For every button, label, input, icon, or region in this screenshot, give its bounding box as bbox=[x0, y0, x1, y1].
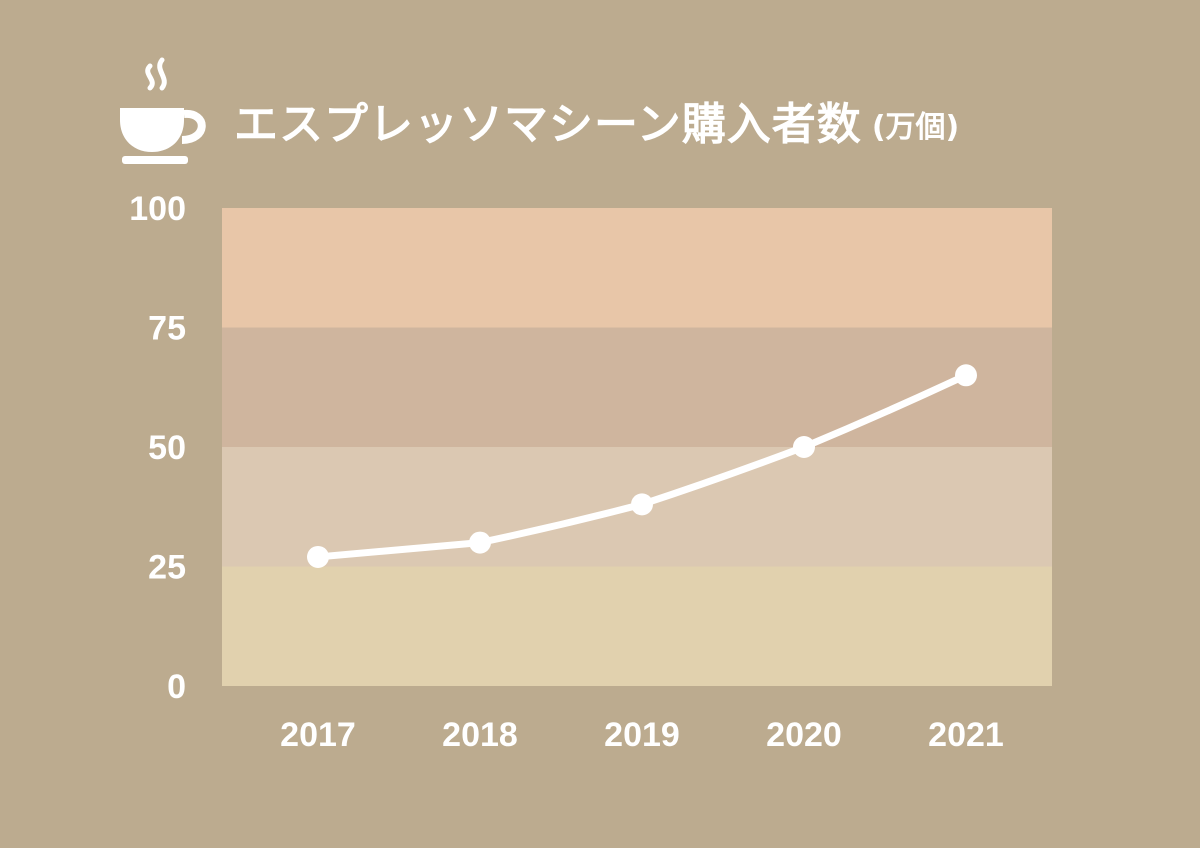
x-tick-label: 2021 bbox=[928, 716, 1004, 754]
data-point-2019 bbox=[631, 493, 653, 516]
y-tick-label: 50 bbox=[148, 429, 186, 467]
x-tick-label: 2020 bbox=[766, 716, 842, 754]
chart-title-row: エスプレッソマシーン購入者数 (万個) bbox=[112, 46, 959, 166]
band-0-25 bbox=[222, 566, 1052, 686]
data-point-2018 bbox=[469, 531, 491, 554]
chart-unit: (万個) bbox=[871, 110, 960, 145]
band-75-100 bbox=[222, 208, 1052, 328]
x-tick-label: 2017 bbox=[280, 716, 356, 754]
data-point-2017 bbox=[307, 545, 329, 568]
data-point-2020 bbox=[793, 436, 815, 458]
y-tick-label: 0 bbox=[167, 668, 186, 706]
chart-title: エスプレッソマシーン購入者数 bbox=[234, 99, 862, 150]
x-tick-label: 2019 bbox=[604, 716, 680, 754]
y-tick-label: 75 bbox=[148, 310, 186, 348]
coffee-cup-icon bbox=[120, 57, 206, 164]
data-point-2021 bbox=[955, 364, 977, 387]
y-tick-label: 100 bbox=[129, 190, 186, 228]
band-50-75 bbox=[222, 327, 1052, 447]
x-tick-label: 2018 bbox=[442, 716, 518, 754]
y-tick-label: 25 bbox=[148, 549, 186, 587]
